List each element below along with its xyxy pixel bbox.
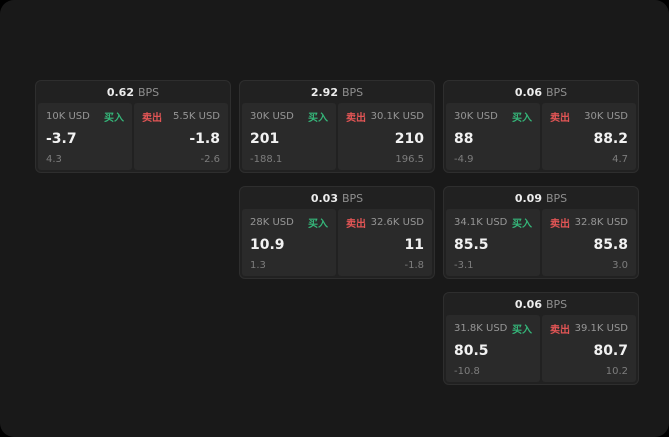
sell-panel[interactable]: 卖出 32.6K USD 11 -1.8 (338, 209, 432, 276)
sell-tag: 卖出 (346, 113, 366, 124)
spread-unit-label: BPS (341, 192, 364, 205)
sell-price: 210 (394, 130, 424, 147)
spread-unit-label: BPS (137, 86, 160, 99)
buy-size: 10K USD (46, 111, 90, 122)
sell-size: 30.1K USD (370, 111, 424, 122)
sell-panel[interactable]: 卖出 5.5K USD -1.8 -2.6 (134, 103, 228, 170)
spread-unit-label: BPS (545, 298, 568, 311)
sell-price: 80.7 (593, 342, 628, 359)
sell-price: 11 (404, 236, 424, 253)
buy-sub-value: 1.3 (250, 259, 266, 271)
buy-price: 80.5 (454, 342, 489, 359)
quote-card: 0.03 BPS 28K USD 买入 10.9 1.3 卖出 32.6K USD (239, 186, 435, 279)
sell-tag: 卖出 (550, 325, 570, 336)
sell-size: 32.6K USD (370, 217, 424, 228)
buy-panel[interactable]: 30K USD 买入 201 -188.1 (242, 103, 336, 170)
buy-panel[interactable]: 31.8K USD 买入 80.5 -10.8 (446, 315, 540, 382)
buy-size: 31.8K USD (454, 323, 508, 334)
quote-card: 0.06 BPS 30K USD 买入 88 -4.9 卖出 30K USD (443, 80, 639, 173)
sell-size: 5.5K USD (172, 111, 220, 122)
sell-tag: 卖出 (550, 219, 570, 230)
buy-tag: 买入 (512, 325, 532, 336)
sell-sub-value: -2.6 (200, 153, 220, 165)
quote-card: 2.92 BPS 30K USD 买入 201 -188.1 卖出 30.1K U… (239, 80, 435, 173)
sell-tag: 卖出 (346, 219, 366, 230)
spread-value: 0.06 (514, 298, 542, 311)
spread-value: 2.92 (310, 86, 338, 99)
sell-panel[interactable]: 卖出 30K USD 88.2 4.7 (542, 103, 636, 170)
buy-price: 85.5 (454, 236, 489, 253)
spread-value: 0.06 (514, 86, 542, 99)
sell-price: 88.2 (593, 130, 628, 147)
spread-value: 0.09 (514, 192, 542, 205)
sell-size: 39.1K USD (574, 323, 628, 334)
buy-sub-value: -188.1 (250, 153, 283, 165)
buy-tag: 买入 (512, 219, 532, 230)
buy-panel[interactable]: 30K USD 买入 88 -4.9 (446, 103, 540, 170)
spread-value: 0.62 (106, 86, 134, 99)
sell-sub-value: 10.2 (605, 365, 628, 377)
buy-price: 10.9 (250, 236, 285, 253)
spread-value: 0.03 (310, 192, 338, 205)
buy-sub-value: -3.1 (454, 259, 474, 271)
buy-tag: 买入 (104, 113, 124, 124)
buy-sub-value: -10.8 (454, 365, 480, 377)
sell-sub-value: 3.0 (612, 259, 628, 271)
buy-tag: 买入 (512, 113, 532, 124)
sell-sub-value: -1.8 (404, 259, 424, 271)
buy-panel[interactable]: 34.1K USD 买入 85.5 -3.1 (446, 209, 540, 276)
sell-sub-value: 4.7 (612, 153, 628, 165)
quote-card-grid: 0.62 BPS 10K USD 买入 -3.7 4.3 卖出 5.5K USD (35, 80, 639, 385)
sell-panel[interactable]: 卖出 32.8K USD 85.8 3.0 (542, 209, 636, 276)
buy-size: 28K USD (250, 217, 294, 228)
buy-tag: 买入 (308, 113, 328, 124)
buy-size: 34.1K USD (454, 217, 508, 228)
buy-panel[interactable]: 10K USD 买入 -3.7 4.3 (38, 103, 132, 170)
sell-sub-value: 196.5 (395, 153, 424, 165)
spread-unit-label: BPS (545, 86, 568, 99)
quote-card: 0.06 BPS 31.8K USD 买入 80.5 -10.8 卖出 39.1K… (443, 292, 639, 385)
quote-card: 0.09 BPS 34.1K USD 买入 85.5 -3.1 卖出 32.8K … (443, 186, 639, 279)
quote-card: 0.62 BPS 10K USD 买入 -3.7 4.3 卖出 5.5K USD (35, 80, 231, 173)
buy-panel[interactable]: 28K USD 买入 10.9 1.3 (242, 209, 336, 276)
sell-size: 30K USD (584, 111, 628, 122)
spread-header: 2.92 BPS (240, 81, 434, 103)
buy-size: 30K USD (454, 111, 498, 122)
sell-tag: 卖出 (550, 113, 570, 124)
buy-size: 30K USD (250, 111, 294, 122)
sell-price: -1.8 (189, 130, 220, 147)
spread-header: 0.06 BPS (444, 81, 638, 103)
buy-tag: 买入 (308, 219, 328, 230)
sell-panel[interactable]: 卖出 39.1K USD 80.7 10.2 (542, 315, 636, 382)
buy-price: 88 (454, 130, 474, 147)
sell-panel[interactable]: 卖出 30.1K USD 210 196.5 (338, 103, 432, 170)
spread-header: 0.03 BPS (240, 187, 434, 209)
spread-header: 0.62 BPS (36, 81, 230, 103)
sell-tag: 卖出 (142, 113, 162, 124)
buy-price: -3.7 (46, 130, 77, 147)
sell-price: 85.8 (593, 236, 628, 253)
spread-unit-label: BPS (341, 86, 364, 99)
buy-price: 201 (250, 130, 280, 147)
buy-sub-value: -4.9 (454, 153, 474, 165)
spread-unit-label: BPS (545, 192, 568, 205)
spread-header: 0.06 BPS (444, 293, 638, 315)
buy-sub-value: 4.3 (46, 153, 62, 165)
spread-header: 0.09 BPS (444, 187, 638, 209)
sell-size: 32.8K USD (574, 217, 628, 228)
